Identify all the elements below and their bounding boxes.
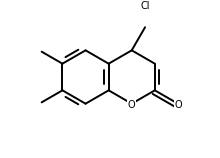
Text: Cl: Cl — [140, 1, 150, 11]
Text: O: O — [174, 100, 182, 110]
Text: O: O — [128, 100, 136, 110]
